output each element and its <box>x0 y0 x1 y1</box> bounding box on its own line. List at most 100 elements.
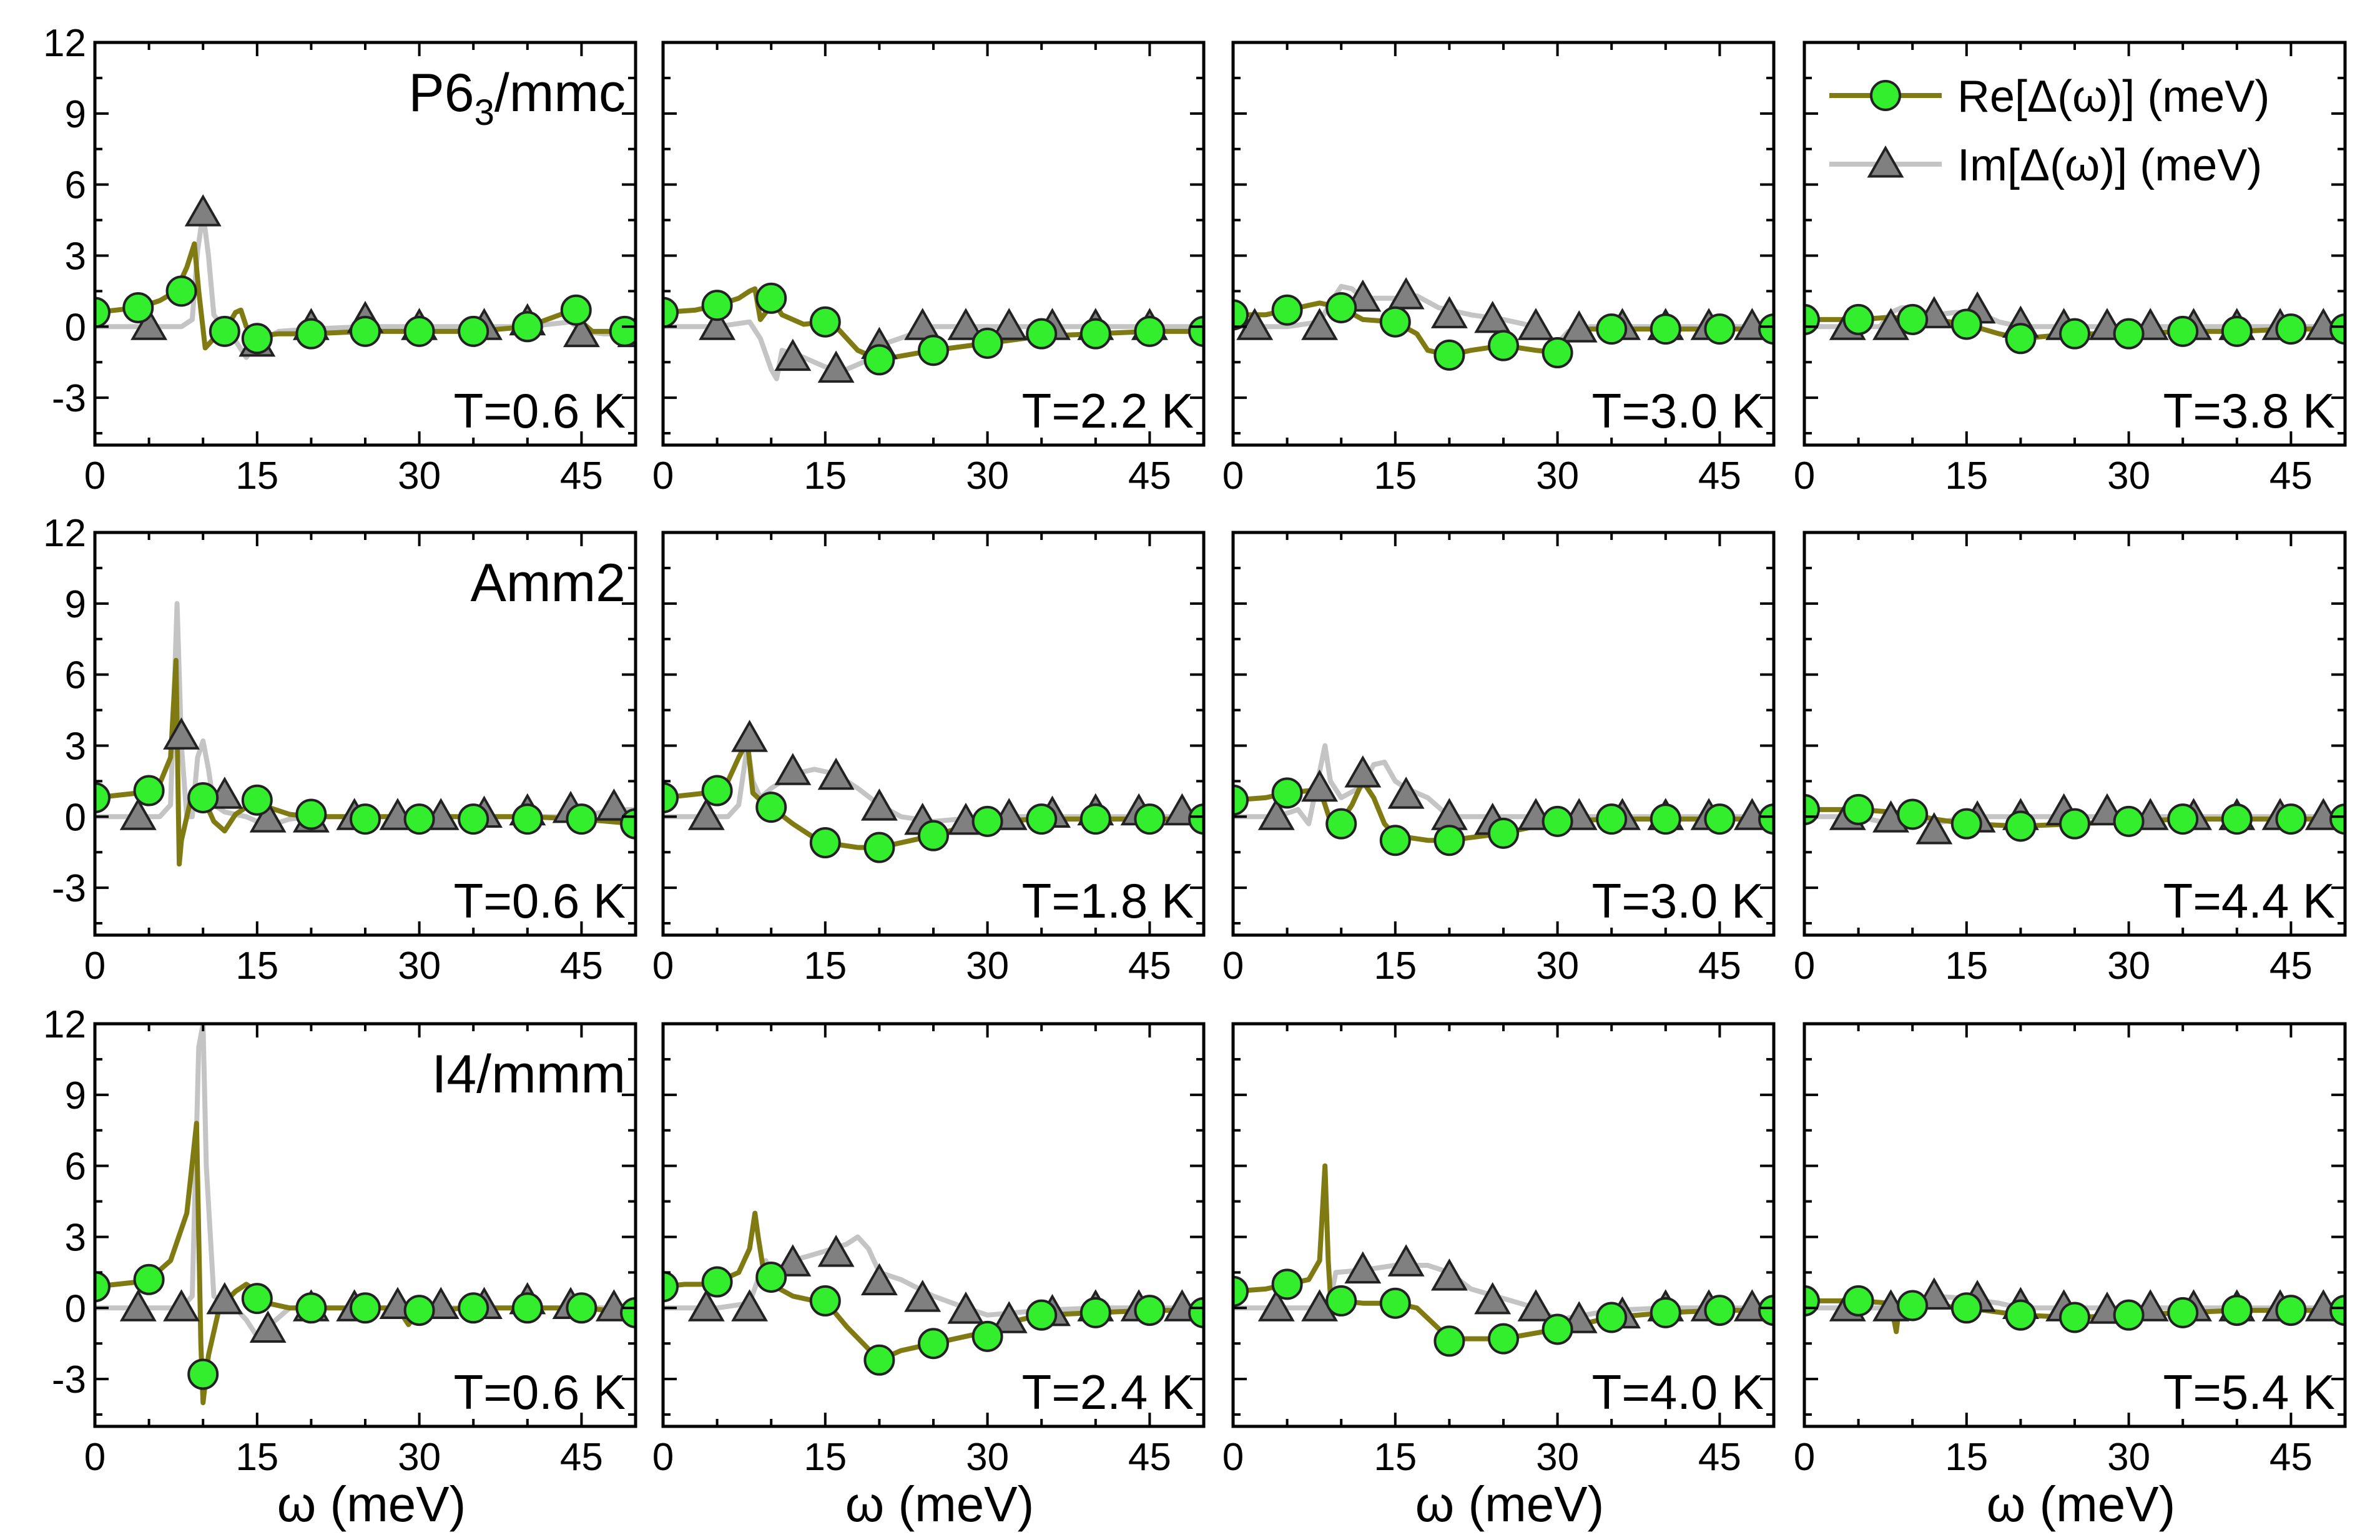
im-point <box>1517 308 1555 340</box>
im-point <box>860 788 898 821</box>
im-point <box>904 308 942 340</box>
panel-plot-area <box>95 194 636 360</box>
re-point <box>809 1285 841 1317</box>
re-point <box>1758 313 1774 345</box>
re-point <box>863 1344 895 1376</box>
x-tick-label: 15 <box>804 1436 847 1479</box>
re-series-line <box>95 1121 636 1406</box>
y-tick-label: 9 <box>65 583 86 626</box>
y-tick-label: 0 <box>65 796 86 839</box>
re-point <box>241 323 273 355</box>
re-point <box>1026 803 1058 835</box>
re-point <box>1897 303 1929 335</box>
re-point <box>1650 313 1681 345</box>
im-point <box>731 1289 769 1322</box>
re-point <box>2221 315 2253 347</box>
re-point <box>1134 315 1166 347</box>
re-point <box>971 805 1003 837</box>
re-point <box>1897 1290 1929 1322</box>
re-point <box>350 803 381 835</box>
re-point <box>560 294 592 326</box>
temperature-label: T=0.6 K <box>454 383 626 438</box>
re-point <box>863 831 895 863</box>
re-point <box>2329 313 2345 345</box>
temperature-label: T=1.8 K <box>1022 873 1194 928</box>
re-point <box>1233 299 1249 331</box>
y-tick-label: 0 <box>65 1287 86 1330</box>
re-point <box>863 344 895 376</box>
panel-2-3: 0 15 30 45 T=3.0 K <box>1222 531 1776 988</box>
im-series-line <box>663 743 1204 824</box>
x-axis-title: ω (meV) <box>845 1476 1034 1532</box>
re-point <box>1079 803 1111 835</box>
re-point <box>133 1263 165 1295</box>
re-point <box>701 775 733 807</box>
x-tick-label: 0 <box>1794 1436 1815 1479</box>
x-tick-label: 15 <box>1374 944 1417 988</box>
re-point <box>511 311 543 343</box>
x-tick-label: 30 <box>2107 454 2150 498</box>
im-point <box>774 338 812 371</box>
x-tick-label: 30 <box>1536 1436 1579 1479</box>
re-point <box>2059 1302 2090 1333</box>
legend: Re[Δ(ω)] (meV) Im[Δ(ω)] (meV) <box>1829 72 2269 190</box>
re-point <box>1596 803 1628 835</box>
re-point <box>663 1271 679 1303</box>
im-point <box>1915 812 1953 845</box>
re-point <box>1079 1297 1111 1328</box>
y-tick-label: 9 <box>65 1074 86 1117</box>
re-point <box>1188 315 1204 347</box>
re-point <box>1842 303 1874 335</box>
re-point <box>1325 292 1357 323</box>
x-tick-label: 30 <box>1536 944 1579 988</box>
y-tick-label: 3 <box>65 725 86 768</box>
x-tick-label: 30 <box>966 1436 1009 1479</box>
im-point <box>163 1289 200 1322</box>
y-tick-label: 12 <box>43 1003 86 1046</box>
re-point <box>918 335 949 366</box>
x-axis-title: ω (meV) <box>1987 1476 2175 1532</box>
re-point <box>1026 1299 1058 1331</box>
x-tick-label: 45 <box>560 1436 603 1479</box>
x-tick-label: 30 <box>398 1436 441 1479</box>
im-point <box>1517 1289 1555 1322</box>
re-point <box>2113 805 2145 837</box>
im-point <box>1387 777 1425 809</box>
im-point <box>1430 1258 1468 1291</box>
temperature-label: T=3.0 K <box>1592 873 1764 928</box>
y-tick-label: 3 <box>65 1216 86 1259</box>
re-point <box>1488 330 1519 361</box>
re-point <box>403 315 435 347</box>
panel-plot-area <box>1233 743 1774 856</box>
re-point <box>1842 793 1874 825</box>
im-point <box>206 1282 243 1315</box>
panel-plot-area <box>663 1210 1204 1376</box>
x-tick-label: 0 <box>1794 454 1815 498</box>
re-point <box>95 1271 111 1303</box>
re-point <box>1134 1295 1166 1327</box>
re-point <box>1758 803 1774 835</box>
re-point <box>1134 803 1166 835</box>
re-point <box>1842 1285 1874 1317</box>
im-point <box>163 717 200 750</box>
re-point <box>1950 808 1982 840</box>
re-point <box>1542 337 1573 369</box>
im-point <box>563 315 600 348</box>
re-point <box>1542 805 1573 837</box>
x-tick-label: 45 <box>1698 1436 1741 1479</box>
legend-re-marker <box>1870 80 1901 111</box>
panel-plot-area <box>1233 277 1774 371</box>
panel-3-2: 0 15 30 45 T=2.4 K ω (meV) <box>652 1022 1206 1532</box>
structure-label: P63/mmc <box>408 63 626 133</box>
re-point <box>2005 810 2037 842</box>
re-point <box>350 315 381 347</box>
temperature-label: T=2.2 K <box>1022 383 1194 438</box>
re-point <box>971 1320 1003 1352</box>
x-tick-label: 0 <box>1222 454 1244 498</box>
im-point <box>1387 1244 1425 1277</box>
x-tick-label: 15 <box>235 1436 278 1479</box>
x-tick-label: 45 <box>2269 454 2313 498</box>
im-point <box>1430 296 1468 328</box>
re-point <box>95 297 111 328</box>
